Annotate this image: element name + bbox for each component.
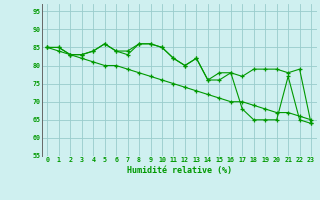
X-axis label: Humidité relative (%): Humidité relative (%) bbox=[127, 166, 232, 175]
